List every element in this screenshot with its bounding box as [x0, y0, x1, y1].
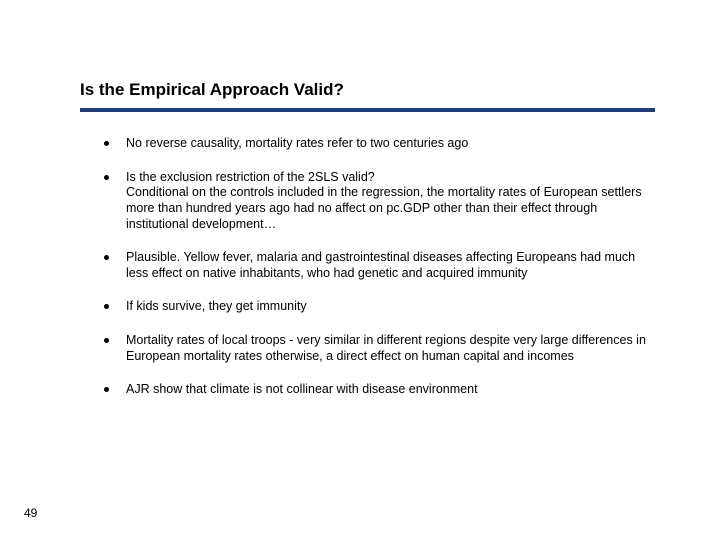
bullet-item: If kids survive, they get immunity	[104, 299, 660, 315]
bullet-text: If kids survive, they get immunity	[126, 299, 307, 313]
bullet-text: AJR show that climate is not collinear w…	[126, 382, 478, 396]
bullet-text: Is the exclusion restriction of the 2SLS…	[126, 170, 375, 184]
bullet-item: AJR show that climate is not collinear w…	[104, 382, 660, 398]
bullet-list: No reverse causality, mortality rates re…	[80, 136, 660, 398]
bullet-item: Plausible. Yellow fever, malaria and gas…	[104, 250, 660, 281]
bullet-subtext: Conditional on the controls included in …	[126, 185, 660, 232]
bullet-item: Mortality rates of local troops - very s…	[104, 333, 660, 364]
slide-container: Is the Empirical Approach Valid? No reve…	[0, 0, 720, 540]
bullet-item: No reverse causality, mortality rates re…	[104, 136, 660, 152]
slide-title: Is the Empirical Approach Valid?	[80, 80, 660, 100]
page-number: 49	[24, 506, 37, 520]
bullet-text: Plausible. Yellow fever, malaria and gas…	[126, 250, 635, 280]
bullet-text: No reverse causality, mortality rates re…	[126, 136, 468, 150]
bullet-text: Mortality rates of local troops - very s…	[126, 333, 646, 363]
bullet-item: Is the exclusion restriction of the 2SLS…	[104, 170, 660, 233]
title-underline	[80, 108, 655, 112]
